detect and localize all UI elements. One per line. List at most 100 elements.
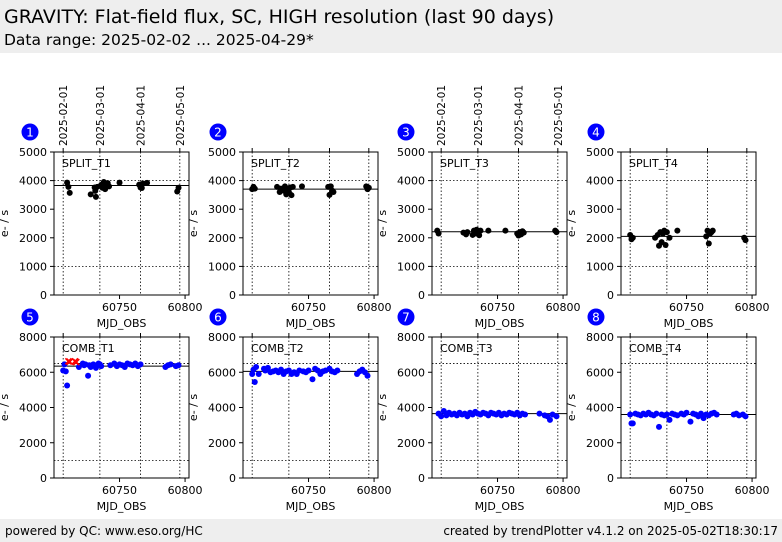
x-tick-label: 60800 [546,484,581,497]
data-point [629,420,636,427]
plot-frame [431,151,568,296]
date-tick-label: 2025-04-01 [514,85,526,146]
y-tick-label: 2000 [208,232,236,245]
y-tick-label: 0 [40,289,47,302]
data-point [705,240,712,247]
plot-panel: 0 1000 2000 3000 4000 5000 60750 60800 MJD_OBS e-… [187,123,392,330]
panel-label: COMB_T3 [440,342,493,355]
plot-panel: 0 1000 2000 3000 4000 5000 60750 60800 MJD_OBS e-… [0,85,203,330]
x-tick-label: 60750 [102,484,137,497]
data-point [288,192,295,199]
x-tick-label: 60750 [480,301,515,314]
data-point [438,413,445,420]
date-tick-label: 2025-03-01 [95,85,107,146]
panel-number: 4 [592,126,600,140]
data-point [251,378,258,385]
plot-frame [620,336,757,479]
panel-label: SPLIT_T2 [251,157,300,170]
y-tick-label: 8000 [586,331,614,344]
panel-number-badge [397,123,415,141]
x-tick-label: 60800 [546,301,581,314]
x-axis-label: MJD_OBS [286,317,336,330]
data-point [167,361,174,368]
plot-panel: 0 2000 4000 6000 8000 60750 60800 MJD_OBS e- / s… [565,308,770,513]
data-point [697,410,704,417]
y-tick-label: 1000 [397,260,425,273]
plot-panel: 0 1000 2000 3000 4000 5000 60750 60800 MJD_OBS e-… [565,123,770,330]
panel-number-badge [587,308,605,326]
data-point [278,366,285,373]
data-point [674,227,681,234]
plot-frame [431,336,568,479]
y-tick-label: 5000 [397,146,425,159]
data-point [536,410,543,417]
panel-label: COMB_T2 [251,342,304,355]
y-tick-label: 3000 [586,203,614,216]
footer-generator: created by trendPlotter v4.1.2 on 2025-0… [443,524,778,538]
y-tick-label: 0 [418,289,425,302]
data-point [137,361,144,368]
data-point [175,184,182,191]
panel-number: 3 [402,126,410,140]
y-tick-label: 1000 [586,260,614,273]
data-point [62,368,69,375]
panel-number-badge [21,123,39,141]
data-point [435,230,442,237]
y-tick-label: 8000 [397,331,425,344]
y-tick-label: 0 [229,472,236,485]
y-tick-label: 0 [607,472,614,485]
panel-number-badge [397,308,415,326]
data-point [92,364,99,371]
data-point [485,227,492,234]
y-tick-label: 3000 [208,203,236,216]
data-point [627,411,634,418]
x-tick-label: 60800 [168,301,203,314]
panel-label: COMB_T4 [629,342,682,355]
y-axis-label: e- / s [565,210,578,237]
panel-label: COMB_T1 [62,342,115,355]
y-tick-label: 4000 [586,175,614,188]
y-axis-label: e- / s [187,210,200,237]
panel-label: SPLIT_T3 [440,157,489,170]
data-point [144,179,151,186]
data-point [653,410,660,417]
y-axis-label: e- / s [187,394,200,421]
data-point [477,227,484,234]
plot-frame [53,336,190,479]
data-point [175,362,182,369]
data-point [75,363,82,370]
panel-label: SPLIT_T4 [629,157,678,170]
x-tick-label: 60800 [735,484,770,497]
x-tick-label: 60800 [357,301,392,314]
data-point [264,364,271,371]
data-point [666,416,673,423]
y-tick-label: 1000 [19,260,47,273]
y-tick-label: 5000 [208,146,236,159]
data-point [476,232,483,239]
y-axis-label: e- / s [565,394,578,421]
x-axis-label: MJD_OBS [475,317,525,330]
data-point [687,418,694,425]
x-tick-label: 60750 [669,301,704,314]
plot-panel: 0 2000 4000 6000 8000 60750 60800 MJD_OBS e- / s… [376,308,581,513]
data-point [629,234,636,241]
footer-credit: powered by QC: www.eso.org/HC [5,524,203,538]
date-tick-label: 2025-05-01 [175,85,187,146]
x-tick-label: 60800 [735,301,770,314]
outlier-stroke [72,358,80,366]
y-tick-label: 5000 [19,146,47,159]
data-point [85,372,92,379]
plot-panel: 0 1000 2000 3000 4000 5000 60750 60800 MJD_OBS e-… [376,85,581,330]
panel-number: 8 [592,311,600,325]
data-point [66,189,73,196]
date-tick-label: 2025-05-01 [553,85,565,146]
data-point [522,411,529,418]
x-tick-label: 60750 [291,301,326,314]
data-point [138,185,145,192]
date-tick-label: 2025-02-01 [436,85,448,146]
data-point [305,367,312,374]
plot-panel: 0 2000 4000 6000 8000 60750 60800 MJD_OBS e- / s… [187,308,392,513]
data-point [662,241,669,248]
data-point [98,363,105,370]
data-point [92,193,99,200]
